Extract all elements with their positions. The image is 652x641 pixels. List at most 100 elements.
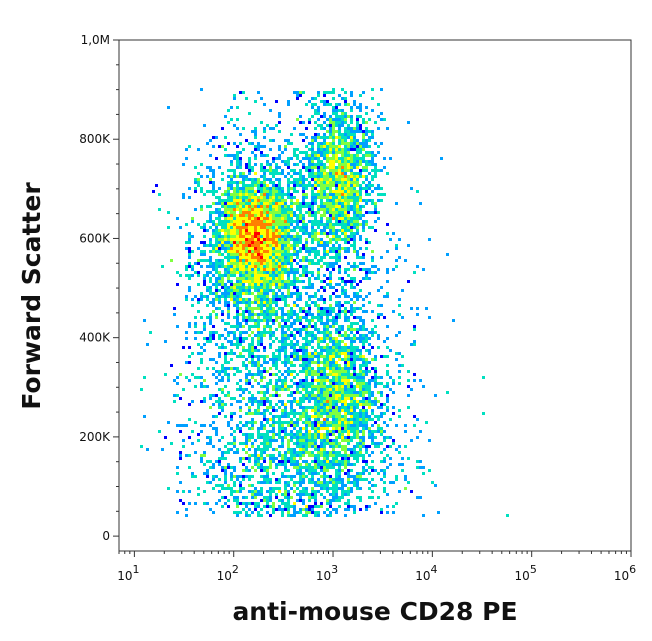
event-dot: [371, 310, 374, 313]
event-dot: [227, 316, 230, 319]
event-dot: [233, 220, 236, 223]
event-dot: [197, 262, 200, 265]
event-dot: [338, 139, 341, 142]
event-dot: [353, 154, 356, 157]
event-dot: [278, 244, 281, 247]
event-dot: [284, 469, 287, 472]
event-dot: [143, 376, 146, 379]
event-dot: [239, 280, 242, 283]
event-dot: [323, 208, 326, 211]
event-dot: [359, 142, 362, 145]
event-dot: [236, 322, 239, 325]
event-dot: [344, 436, 347, 439]
event-dot: [311, 361, 314, 364]
event-dot: [242, 196, 245, 199]
event-dot: [344, 451, 347, 454]
event-dot: [359, 115, 362, 118]
event-dot: [317, 355, 320, 358]
event-dot: [281, 235, 284, 238]
event-dot: [260, 232, 263, 235]
event-dot: [179, 274, 182, 277]
event-dot: [287, 142, 290, 145]
event-dot: [323, 115, 326, 118]
event-dot: [341, 112, 344, 115]
event-dot: [209, 277, 212, 280]
event-dot: [374, 208, 377, 211]
event-dot: [359, 403, 362, 406]
event-dot: [332, 88, 335, 91]
event-dot: [311, 115, 314, 118]
event-dot: [212, 331, 215, 334]
event-dot: [323, 247, 326, 250]
event-dot: [350, 238, 353, 241]
event-dot: [350, 169, 353, 172]
event-dot: [263, 238, 266, 241]
event-dot: [230, 262, 233, 265]
event-dot: [272, 289, 275, 292]
event-dot: [359, 409, 362, 412]
event-dot: [266, 226, 269, 229]
event-dot: [212, 463, 215, 466]
event-dot: [314, 217, 317, 220]
event-dot: [212, 262, 215, 265]
event-dot: [308, 406, 311, 409]
event-dot: [242, 292, 245, 295]
event-dot: [347, 196, 350, 199]
event-dot: [350, 190, 353, 193]
event-dot: [338, 328, 341, 331]
event-dot: [356, 307, 359, 310]
event-dot: [215, 289, 218, 292]
event-dot: [275, 250, 278, 253]
event-dot: [299, 346, 302, 349]
event-dot: [194, 421, 197, 424]
event-dot: [254, 283, 257, 286]
event-dot: [350, 148, 353, 151]
event-dot: [344, 301, 347, 304]
event-dot: [269, 379, 272, 382]
event-dot: [272, 217, 275, 220]
event-dot: [272, 424, 275, 427]
event-dot: [275, 295, 278, 298]
event-dot: [446, 253, 449, 256]
event-dot: [338, 175, 341, 178]
event-dot: [353, 100, 356, 103]
event-dot: [224, 220, 227, 223]
event-dot: [320, 124, 323, 127]
event-dot: [371, 184, 374, 187]
event-dot: [296, 94, 299, 97]
event-dot: [236, 268, 239, 271]
event-dot: [305, 244, 308, 247]
event-dot: [290, 331, 293, 334]
event-dot: [365, 223, 368, 226]
event-dot: [245, 376, 248, 379]
event-dot: [245, 199, 248, 202]
event-dot: [200, 424, 203, 427]
event-dot: [251, 217, 254, 220]
event-dot: [338, 370, 341, 373]
event-dot: [347, 160, 350, 163]
event-dot: [332, 430, 335, 433]
event-dot: [272, 298, 275, 301]
event-dot: [341, 379, 344, 382]
event-dot: [257, 250, 260, 253]
event-dot: [248, 280, 251, 283]
event-dot: [368, 211, 371, 214]
event-dot: [296, 436, 299, 439]
event-dot: [260, 262, 263, 265]
event-dot: [281, 295, 284, 298]
event-dot: [275, 235, 278, 238]
event-dot: [329, 295, 332, 298]
event-dot: [323, 298, 326, 301]
event-dot: [239, 190, 242, 193]
event-dot: [338, 109, 341, 112]
event-dot: [320, 469, 323, 472]
event-dot: [254, 100, 257, 103]
event-dot: [371, 265, 374, 268]
event-dot: [383, 487, 386, 490]
event-dot: [266, 244, 269, 247]
event-dot: [329, 355, 332, 358]
event-dot: [236, 295, 239, 298]
event-dot: [230, 154, 233, 157]
event-dot: [296, 226, 299, 229]
event-dot: [314, 460, 317, 463]
